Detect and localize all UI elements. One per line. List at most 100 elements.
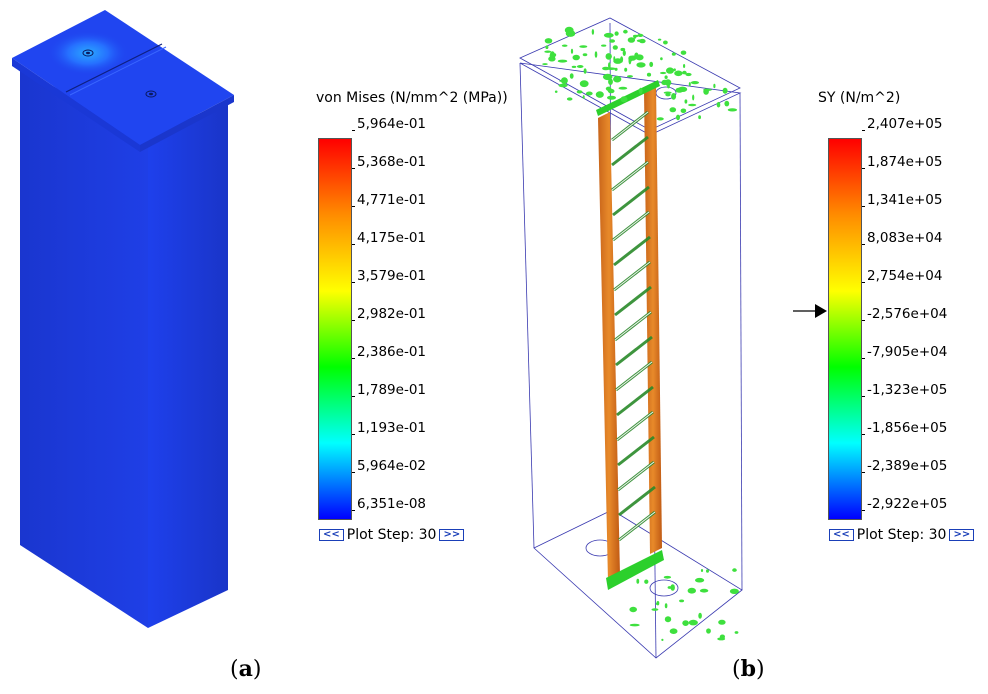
speckle — [632, 55, 635, 59]
tick-mark — [352, 244, 355, 245]
speckle — [606, 67, 616, 70]
tick-label: 1,341e+05 — [867, 192, 943, 208]
speckle — [576, 90, 583, 94]
tick-label: 2,754e+04 — [867, 268, 943, 284]
speckle — [669, 628, 678, 634]
speckle — [601, 44, 607, 47]
tick-label: 3,579e-01 — [357, 268, 427, 284]
speckle — [734, 631, 739, 634]
strut — [596, 80, 664, 590]
speckle — [669, 107, 677, 113]
tick-label: -2,922e+05 — [867, 496, 948, 512]
speckle — [591, 29, 595, 35]
tick-label: 6,351e-08 — [357, 496, 427, 512]
tick-mark — [862, 320, 865, 321]
speckle — [545, 45, 549, 49]
speckle — [671, 52, 676, 56]
tick-label: 4,175e-01 — [357, 230, 427, 246]
legend-a-title: von Mises (N/mm^2 (MPa)) — [316, 90, 508, 106]
speckle — [680, 108, 687, 114]
prev-step-button[interactable]: << — [319, 529, 344, 541]
speckle — [613, 75, 622, 83]
lattice — [611, 111, 656, 541]
speckle — [719, 634, 726, 640]
speckle — [579, 80, 589, 88]
speckle — [656, 602, 659, 606]
zero-marker-arrow-icon — [793, 304, 827, 318]
enclosure-left-face — [20, 68, 148, 628]
speckle — [561, 44, 568, 47]
speckle — [622, 50, 626, 56]
speckle — [667, 84, 670, 89]
speckle — [576, 65, 584, 68]
next-step-button[interactable]: >> — [439, 529, 465, 541]
speckle — [607, 95, 616, 100]
speckle — [561, 77, 568, 85]
speckle — [636, 578, 640, 584]
tick-mark — [352, 206, 355, 207]
speckle — [683, 64, 686, 68]
speckle — [690, 81, 700, 85]
speckle — [607, 89, 613, 92]
tick-label: 4,771e-01 — [357, 192, 427, 208]
speckle — [699, 588, 709, 593]
plot-step-b: << Plot Step: 30 >> — [826, 527, 977, 543]
enclosure-right-face — [148, 100, 228, 628]
tick-mark — [862, 472, 865, 473]
speckle — [544, 38, 553, 44]
speckle — [608, 62, 611, 69]
tick-mark — [352, 282, 355, 283]
speckle — [644, 579, 649, 584]
speckle — [614, 31, 619, 36]
tick-mark — [862, 396, 865, 397]
speckle — [570, 48, 574, 54]
plot-step-label: Plot Step: 30 — [856, 527, 947, 543]
tick-label: 2,386e-01 — [357, 344, 427, 360]
speckle — [706, 569, 709, 573]
tick-mark — [352, 510, 355, 511]
speckle — [638, 87, 643, 94]
speckle — [687, 587, 696, 594]
speckle — [620, 96, 628, 103]
tick-label: 5,368e-01 — [357, 154, 427, 170]
speckle — [603, 32, 614, 38]
speckle — [554, 90, 558, 93]
speckle — [671, 93, 677, 100]
speckle — [646, 72, 652, 77]
speckle — [649, 61, 654, 67]
speckle — [706, 628, 711, 634]
speckle — [682, 70, 687, 75]
tick-mark — [352, 168, 355, 169]
speckle — [713, 83, 716, 89]
speckle — [651, 608, 659, 611]
tick-mark — [352, 358, 355, 359]
speckle — [692, 94, 695, 101]
speckle — [624, 67, 628, 72]
speckle — [695, 577, 705, 583]
speckle — [618, 86, 628, 90]
speckle — [582, 95, 585, 99]
speckle — [663, 40, 668, 45]
speckle — [542, 63, 548, 66]
speckle — [572, 54, 580, 61]
speckle — [612, 45, 618, 50]
tick-mark — [862, 282, 865, 283]
tick-label: 1,789e-01 — [357, 382, 427, 398]
speckle — [579, 45, 588, 48]
speckle — [620, 47, 626, 52]
speckle — [608, 78, 613, 85]
speckle — [727, 108, 738, 112]
tick-mark — [862, 244, 865, 245]
speckle — [585, 91, 593, 96]
tick-label: -7,905e+04 — [867, 344, 948, 360]
speckle — [564, 26, 574, 34]
next-step-button[interactable]: >> — [949, 529, 975, 541]
prev-step-button[interactable]: << — [829, 529, 854, 541]
speckle — [582, 53, 588, 57]
tick-mark — [862, 510, 865, 511]
speckle — [609, 39, 615, 43]
colorbar-b — [828, 138, 862, 520]
tick-label: 2,982e-01 — [357, 306, 427, 322]
speckle — [605, 53, 612, 60]
